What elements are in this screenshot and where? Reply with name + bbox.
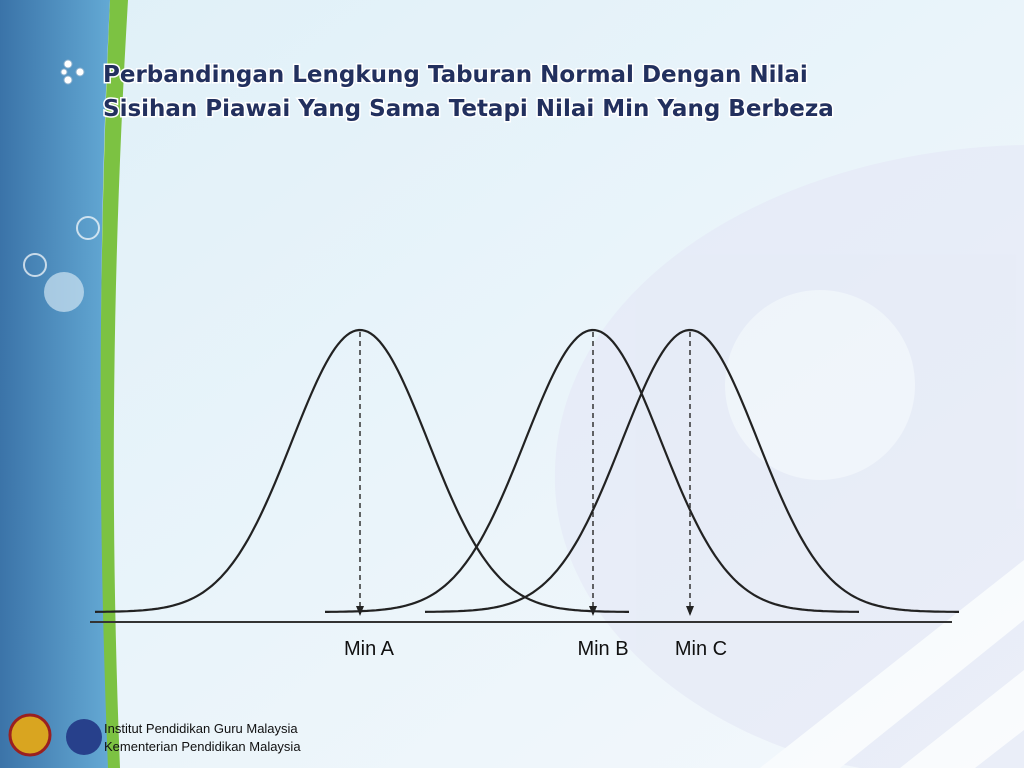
mean-label: Min A xyxy=(344,638,395,660)
title-line: Sisihan Piawai Yang Sama Tetapi Nilai Mi… xyxy=(103,96,834,122)
arrow-icon xyxy=(23,253,47,277)
curve xyxy=(325,328,860,613)
arrow-icon xyxy=(44,272,84,312)
normal-curves xyxy=(94,328,959,616)
footer-line: Institut Pendidikan Guru Malaysia xyxy=(104,721,298,736)
title-bullet xyxy=(60,59,85,85)
crest-logo xyxy=(8,713,52,757)
green-stripe xyxy=(100,0,128,768)
footer-line: Kementerian Pendidikan Malaysia xyxy=(104,739,301,754)
side-band xyxy=(0,0,115,768)
mean-label: Min B xyxy=(577,638,628,660)
mean-arrow xyxy=(686,606,694,616)
curve xyxy=(94,328,629,613)
mean-arrow xyxy=(589,606,597,616)
arrow-icon xyxy=(76,216,100,240)
mean-label: Min C xyxy=(675,638,727,660)
ipg-logo xyxy=(66,719,102,755)
title-line: Perbandingan Lengkung Taburan Normal Den… xyxy=(103,62,808,88)
curve xyxy=(424,328,959,613)
